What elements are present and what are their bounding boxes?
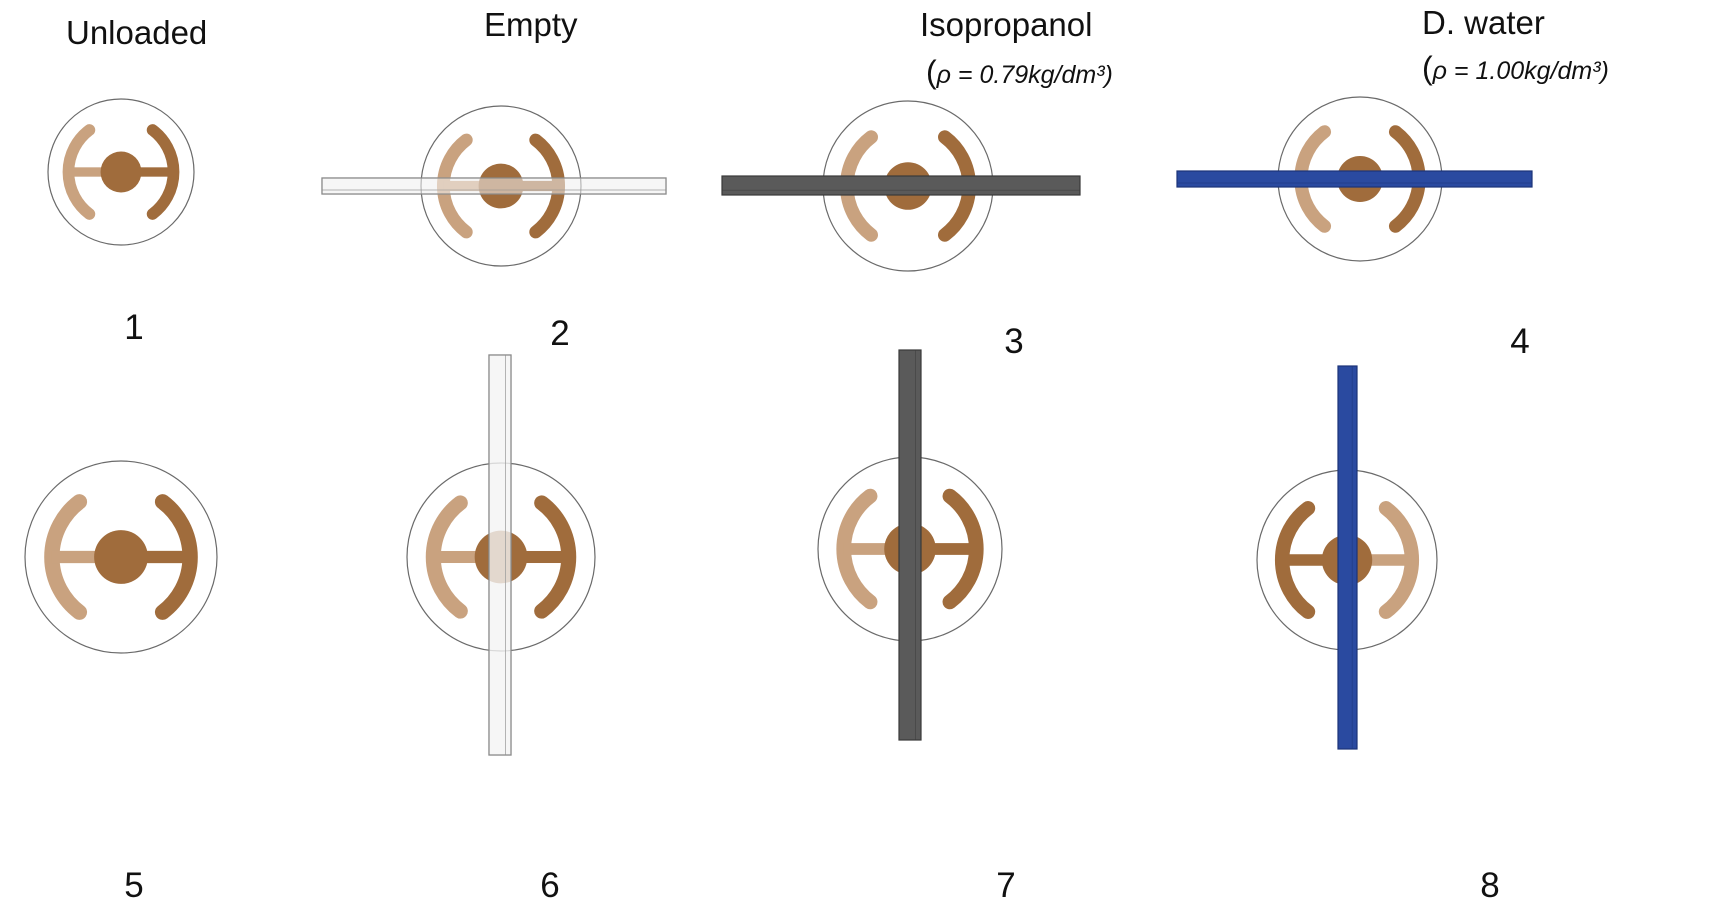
left-electrode-arm-1 [68, 167, 121, 177]
panel-number-5: 5 [124, 866, 144, 905]
sample-tube-4 [1176, 170, 1533, 188]
sample-tube-7 [898, 349, 922, 741]
panel-6 [406, 354, 596, 756]
left-electrode-arm-8 [1282, 554, 1347, 566]
panel-8 [1256, 365, 1438, 750]
outer-ring-1 [47, 98, 195, 246]
left-electrode-arm-7 [843, 543, 910, 555]
density-water: (ρ = 1.00kg/dm³) [1422, 50, 1609, 86]
center-hub-5 [94, 530, 148, 584]
sample-tube-6-overlay [488, 354, 512, 756]
panel-number-4: 4 [1510, 322, 1530, 361]
panel-number-3: 3 [1004, 322, 1024, 361]
header-isopropanol: Isopropanol [920, 6, 1093, 43]
panel-7 [817, 349, 1003, 741]
right-electrode-arm-1 [121, 167, 174, 177]
sample-tube-2-overlay [321, 177, 667, 195]
header-empty: Empty [484, 6, 578, 43]
panel-number-8: 8 [1480, 866, 1500, 905]
panel-number-2: 2 [550, 314, 570, 353]
outer-ring-5 [24, 460, 218, 654]
panel-number-1: 1 [124, 308, 144, 347]
sample-tube-8 [1337, 365, 1358, 750]
sample-tube-3 [721, 175, 1081, 196]
right-electrode-arm-7 [910, 543, 977, 555]
panel-2 [321, 105, 667, 267]
panel-3 [721, 100, 1081, 272]
panel-4 [1176, 96, 1533, 262]
panel-1 [47, 98, 195, 246]
density-water-value: ρ = 1.00kg/dm³ [1432, 57, 1601, 85]
left-electrode-arc-8 [1274, 501, 1316, 619]
panel-number-7: 7 [996, 866, 1016, 905]
header-unloaded: Unloaded [66, 14, 208, 51]
header-water: D. water [1422, 4, 1545, 41]
center-hub-1 [100, 151, 142, 193]
panel-number-6: 6 [540, 866, 560, 905]
right-electrode-arm-8 [1347, 554, 1412, 566]
density-isopropanol-value: ρ = 0.79kg/dm³ [936, 61, 1105, 89]
density-isopropanol: (ρ = 0.79kg/dm³) [926, 54, 1113, 90]
right-electrode-arc-8 [1378, 501, 1420, 619]
panel-5 [24, 460, 218, 654]
